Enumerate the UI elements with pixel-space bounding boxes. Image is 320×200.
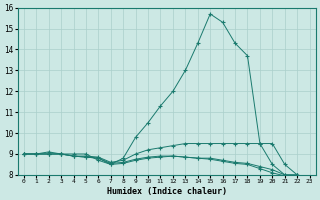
X-axis label: Humidex (Indice chaleur): Humidex (Indice chaleur)	[107, 187, 227, 196]
